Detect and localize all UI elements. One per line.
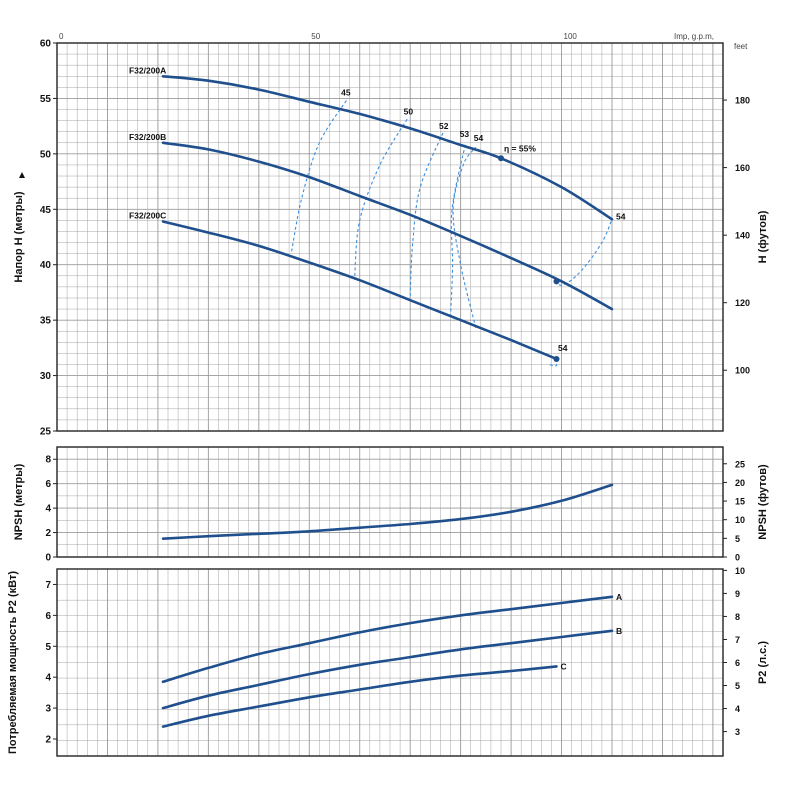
y2-tick-label: 3 (735, 727, 740, 737)
head-curve-1 (161, 141, 614, 311)
y-tick-label: 6 (45, 611, 51, 622)
y2-tick-label: 20 (735, 478, 745, 488)
y-tick-label: 4 (45, 673, 51, 684)
y2-tick-label: 5 (735, 534, 740, 544)
efficiency-curve-1 (354, 118, 409, 276)
power-y2-axis-title: P2 (л.с.) (757, 641, 769, 684)
y2-unit-label: feet (734, 42, 748, 51)
y2-tick-label: 140 (735, 231, 750, 241)
power-grid (56, 568, 724, 757)
y2-tick-label: 6 (735, 658, 740, 668)
y2-tick-label: 0 (735, 553, 740, 563)
y-tick-label: 2 (45, 735, 51, 746)
y2-tick-label: 15 (735, 497, 745, 507)
y-tick-label: 4 (45, 504, 51, 515)
y2-tick-label: 120 (735, 298, 750, 308)
head-plot-frame (56, 42, 724, 432)
series-label: F32/200B (129, 132, 166, 142)
efficiency-curve-4 (452, 146, 477, 329)
series-label: C (561, 661, 567, 671)
y2-tick-label: 7 (735, 635, 740, 645)
y2-tick-label: 25 (735, 459, 745, 469)
series-label: A (616, 592, 622, 602)
power-panel: 2 3 4 5 6 7 3 4 5 6 7 8 9 10 Потребляемая мощность P2 … (7, 566, 769, 757)
head-curve-2 (161, 220, 558, 361)
efficiency-marker (498, 155, 504, 162)
npsh-y-axis-title: NPSH (метры) (13, 463, 25, 540)
y2-tick-label: 180 (735, 96, 750, 106)
top-axis-unit-label: Imp, g.p.m, (674, 32, 714, 41)
head-panel: 25 30 35 40 45 50 55 60 100 120 140 160 180 Напор Н (… (13, 32, 769, 438)
y2-tick-label: 9 (735, 589, 740, 599)
axis-arrow-icon (19, 172, 25, 178)
efficiency-curve-2 (409, 132, 444, 296)
head-curve-0 (161, 75, 614, 221)
power-curve-2 (161, 665, 558, 728)
top-axis-tick-label: 100 (564, 32, 578, 41)
y-tick-label: 3 (45, 704, 51, 715)
top-axis-tick-label: 50 (311, 32, 320, 41)
y2-tick-label: 4 (735, 704, 740, 714)
series-label: F32/200C (129, 210, 166, 220)
npsh-grid (56, 446, 724, 558)
head-grid (56, 42, 724, 432)
efficiency-curve-3 (449, 142, 467, 317)
efficiency-label: 54 (474, 133, 484, 143)
y-tick-label: 6 (45, 479, 51, 490)
y-tick-label: 55 (40, 94, 52, 105)
y-tick-label: 7 (45, 580, 51, 591)
efficiency-curve-5 (553, 219, 613, 286)
power-curve-0 (161, 595, 614, 684)
y2-tick-label: 8 (735, 612, 740, 622)
y-tick-label: 35 (40, 316, 52, 327)
y-tick-label: 5 (45, 642, 51, 653)
efficiency-label: 52 (439, 121, 449, 131)
y-tick-label: 0 (45, 553, 51, 564)
y2-tick-label: 100 (735, 366, 750, 376)
head-y2-axis-title: Н (футов) (757, 210, 769, 263)
y-tick-label: 30 (40, 371, 52, 382)
efficiency-label: 54 (558, 343, 568, 353)
efficiency-curve-0 (291, 99, 348, 252)
y-tick-label: 50 (40, 149, 52, 160)
y-tick-label: 40 (40, 260, 52, 271)
efficiency-label: 50 (404, 106, 414, 116)
y2-tick-label: 160 (735, 163, 750, 173)
npsh-panel: 0 2 4 6 8 0 5 10 15 20 25 NPSH (метры) NPSH (футов) (13, 446, 769, 564)
y-tick-label: 45 (40, 205, 52, 216)
power-curve-1 (161, 629, 614, 710)
efficiency-label: 45 (341, 88, 351, 98)
y2-tick-label: 10 (735, 566, 745, 576)
y2-tick-label: 10 (735, 515, 745, 525)
efficiency-marker-label: η = 55% (504, 143, 536, 153)
efficiency-label: 53 (460, 129, 470, 139)
y-tick-label: 2 (45, 528, 51, 539)
top-axis-tick-label: 0 (59, 32, 64, 41)
npsh-y2-axis-title: NPSH (футов) (757, 464, 769, 540)
npsh-plot-frame (56, 446, 724, 558)
y-tick-label: 60 (40, 39, 52, 50)
efficiency-marker (553, 355, 560, 362)
y-tick-label: 25 (40, 427, 52, 438)
series-label: B (616, 626, 622, 636)
efficiency-label: 54 (616, 211, 626, 221)
series-label: F32/200A (129, 65, 166, 75)
y2-tick-label: 5 (735, 681, 740, 691)
y-tick-label: 8 (45, 455, 51, 466)
efficiency-marker (553, 278, 560, 285)
power-y-axis-title: Потребляемая мощность P2 (кВт) (7, 571, 19, 754)
head-y-axis-title: Напор Н (метры) (13, 191, 25, 282)
npsh-curve-0 (161, 483, 614, 540)
